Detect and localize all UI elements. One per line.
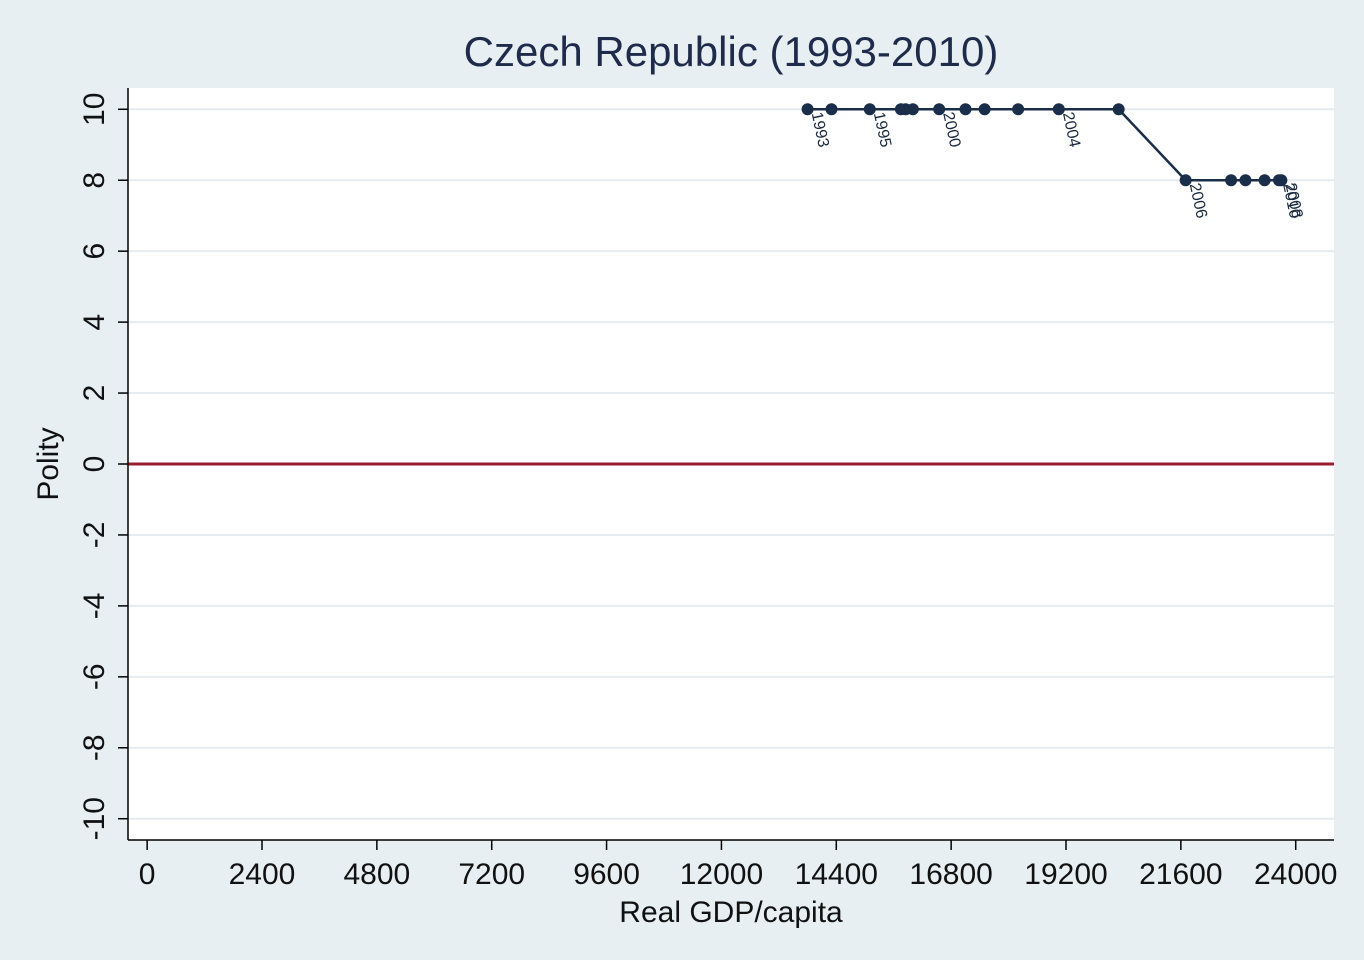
data-point (863, 103, 876, 116)
x-tick-label: 21600 (1139, 858, 1222, 891)
data-point (801, 103, 814, 116)
x-tick-label: 7200 (458, 858, 525, 891)
x-tick-label: 4800 (343, 858, 410, 891)
data-point (1258, 174, 1271, 187)
x-tick-label: 14400 (795, 858, 878, 891)
data-point (959, 103, 972, 116)
chart-title: Czech Republic (1993-2010) (464, 28, 999, 75)
data-point (1272, 174, 1285, 187)
x-axis-ticks: 0 2400 4800 7200 9600 12000 14400 16800 19200 216… (139, 840, 1337, 891)
data-point (906, 103, 919, 116)
y-tick-label: 0 (78, 456, 111, 473)
x-tick-label: 9600 (573, 858, 640, 891)
y-tick-label: -6 (78, 663, 111, 690)
y-tick-label: 10 (78, 93, 111, 126)
y-tick-label: -4 (78, 593, 111, 620)
y-axis-label: Polity (32, 427, 65, 500)
y-tick-label: -2 (78, 522, 111, 549)
data-point (1239, 174, 1252, 187)
data-point (933, 103, 946, 116)
data-point (1112, 103, 1125, 116)
y-tick-label: 8 (78, 172, 111, 189)
data-point (978, 103, 991, 116)
x-tick-label: 12000 (680, 858, 763, 891)
y-axis-ticks: -10 -8 -6 -4 -2 0 2 4 6 8 10 (78, 93, 128, 840)
y-tick-label: 6 (78, 243, 111, 260)
y-tick-label: -10 (78, 797, 111, 840)
data-point (1179, 174, 1192, 187)
x-tick-label: 19200 (1024, 858, 1107, 891)
x-tick-label: 24000 (1254, 858, 1337, 891)
x-tick-label: 0 (139, 858, 156, 891)
data-point (1052, 103, 1065, 116)
data-point (1225, 174, 1238, 187)
x-axis-label: Real GDP/capita (619, 896, 843, 929)
y-tick-label: -8 (78, 734, 111, 761)
y-tick-label: 2 (78, 385, 111, 402)
x-tick-label: 16800 (909, 858, 992, 891)
data-point (825, 103, 838, 116)
data-point (1012, 103, 1025, 116)
y-tick-label: 4 (78, 314, 111, 331)
x-tick-label: 2400 (229, 858, 296, 891)
grid-lines (128, 108, 1334, 820)
